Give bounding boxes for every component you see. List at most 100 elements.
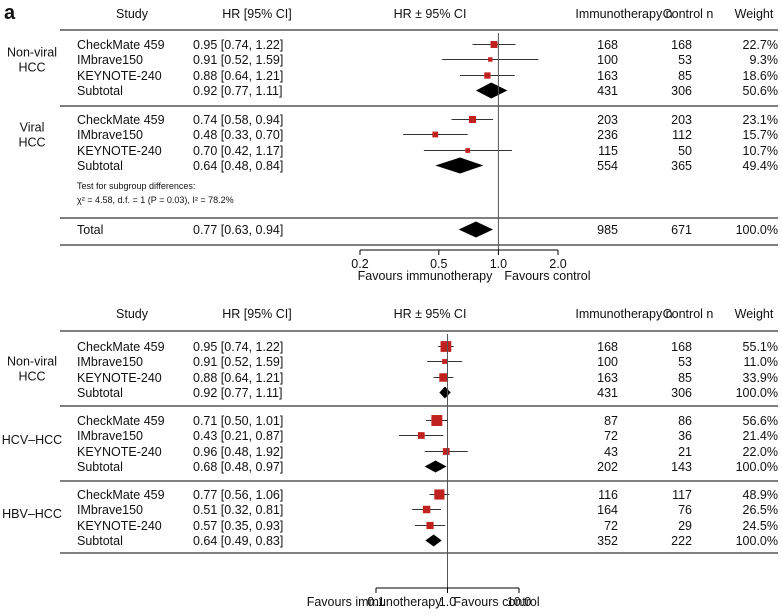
subtotal-diamond — [439, 386, 451, 399]
weight-percent: 56.6% — [743, 414, 778, 428]
subtotal-diamond — [424, 460, 447, 473]
hr-ci-text: 0.91 [0.52, 1.59] — [193, 355, 283, 369]
study-name: IMbrave150 — [77, 128, 143, 142]
control-n: 53 — [678, 355, 692, 369]
subtotal-label: Subtotal — [77, 386, 123, 400]
control-n: 85 — [678, 371, 692, 385]
subtotal-label: Subtotal — [77, 534, 123, 548]
hr-ci-text: 0.71 [0.50, 1.01] — [193, 414, 283, 428]
control-n: 29 — [678, 519, 692, 533]
group-label: Viral — [20, 121, 45, 135]
group-label: HCC — [18, 370, 45, 384]
control-n: 222 — [671, 534, 692, 548]
hr-ci-text: 0.95 [0.74, 1.22] — [193, 38, 283, 52]
hr-ci-text: 0.74 [0.58, 0.94] — [193, 113, 283, 127]
weight-percent: 22.7% — [743, 38, 778, 52]
weight-percent: 100.0% — [736, 386, 778, 400]
point-estimate-square — [484, 72, 491, 79]
study-name: IMbrave150 — [77, 503, 143, 517]
x-tick-label: 2.0 — [549, 257, 566, 271]
weight-percent: 100.0% — [736, 534, 778, 548]
weight-percent: 100.0% — [736, 460, 778, 474]
control-n: 85 — [678, 69, 692, 83]
control-n: 76 — [678, 503, 692, 517]
control-n: 112 — [672, 128, 692, 142]
header-hr: HR [95% CI] — [222, 307, 291, 321]
point-estimate-square — [432, 131, 439, 138]
immunotherapy-n: 43 — [604, 445, 618, 459]
hr-ci-text: 0.68 [0.48, 0.97] — [193, 460, 283, 474]
favours-control-label: Favours control — [454, 595, 540, 609]
immunotherapy-n: 116 — [598, 488, 618, 502]
subtotal-label: Subtotal — [77, 84, 123, 98]
weight-percent: 18.6% — [743, 69, 778, 83]
total-diamond — [458, 221, 494, 238]
study-name: KEYNOTE-240 — [77, 144, 162, 158]
immunotherapy-n: 100 — [597, 53, 618, 67]
hr-ci-text: 0.77 [0.56, 1.06] — [193, 488, 283, 502]
subtotal-label: Total — [77, 223, 103, 237]
point-estimate-square — [469, 116, 476, 123]
weight-percent: 48.9% — [743, 488, 778, 502]
header-hr-ci: HR ± 95% CI — [394, 7, 467, 21]
control-n: 306 — [671, 84, 692, 98]
immunotherapy-n: 163 — [597, 69, 618, 83]
hr-ci-text: 0.92 [0.77, 1.11] — [193, 84, 282, 98]
header-control-n: Control n — [663, 7, 714, 21]
point-estimate-square — [431, 415, 443, 426]
immunotherapy-n: 236 — [597, 128, 618, 142]
weight-percent: 24.5% — [743, 519, 778, 533]
point-estimate-square — [417, 432, 425, 439]
immunotherapy-n: 163 — [597, 371, 618, 385]
point-estimate-square — [434, 489, 445, 500]
group-label: Non-viral — [7, 355, 57, 369]
hr-ci-text: 0.64 [0.49, 0.83] — [193, 534, 283, 548]
hr-ci-text: 0.88 [0.64, 1.21] — [193, 69, 283, 83]
control-n: 117 — [672, 488, 692, 502]
point-estimate-square — [426, 521, 434, 530]
group-label: Non-viral — [7, 46, 57, 60]
study-name: KEYNOTE-240 — [77, 371, 162, 385]
header-hr-ci: HR ± 95% CI — [394, 307, 467, 321]
hr-ci-text: 0.92 [0.77, 1.11] — [193, 386, 282, 400]
hr-ci-text: 0.57 [0.35, 0.93] — [193, 519, 283, 533]
weight-percent: 11.0% — [743, 355, 778, 369]
favours-immunotherapy-label: Favours immunotherapy — [358, 269, 494, 283]
immunotherapy-n: 168 — [597, 340, 618, 354]
weight-percent: 55.1% — [743, 340, 778, 354]
header-immunotherapy-n: Immunotherapy n — [575, 7, 672, 21]
hr-ci-text: 0.88 [0.64, 1.21] — [193, 371, 283, 385]
weight-percent: 50.6% — [743, 84, 778, 98]
weight-percent: 26.5% — [743, 503, 778, 517]
weight-percent: 100.0% — [736, 223, 778, 237]
x-tick-label: 0.5 — [430, 257, 447, 271]
study-name: KEYNOTE-240 — [77, 519, 162, 533]
group-label: HCC — [18, 61, 45, 75]
header-weight: Weight — [735, 7, 774, 21]
subtotal-label: Subtotal — [77, 460, 123, 474]
immunotherapy-n: 431 — [597, 386, 618, 400]
hr-ci-text: 0.64 [0.48, 0.84] — [193, 159, 283, 173]
immunotherapy-n: 985 — [597, 223, 618, 237]
study-name: CheckMate 459 — [77, 340, 165, 354]
header-control-n: Control n — [663, 307, 714, 321]
study-name: CheckMate 459 — [77, 414, 165, 428]
subtotal-diamond — [475, 82, 508, 99]
weight-percent: 10.7% — [743, 144, 778, 158]
control-n: 168 — [671, 340, 692, 354]
point-estimate-square — [488, 57, 493, 62]
point-estimate-square — [422, 505, 431, 514]
hr-ci-text: 0.96 [0.48, 1.92] — [193, 445, 283, 459]
point-estimate-square — [440, 341, 452, 352]
control-n: 21 — [678, 445, 692, 459]
immunotherapy-n: 431 — [597, 84, 618, 98]
study-name: KEYNOTE-240 — [77, 445, 162, 459]
group-label: HCC — [18, 136, 45, 150]
weight-percent: 22.0% — [743, 445, 778, 459]
immunotherapy-n: 100 — [597, 355, 618, 369]
group-label: HCV–HCC — [2, 433, 62, 447]
hr-ci-text: 0.48 [0.33, 0.70] — [193, 128, 283, 142]
weight-percent: 15.7% — [743, 128, 778, 142]
control-n: 53 — [678, 53, 692, 67]
